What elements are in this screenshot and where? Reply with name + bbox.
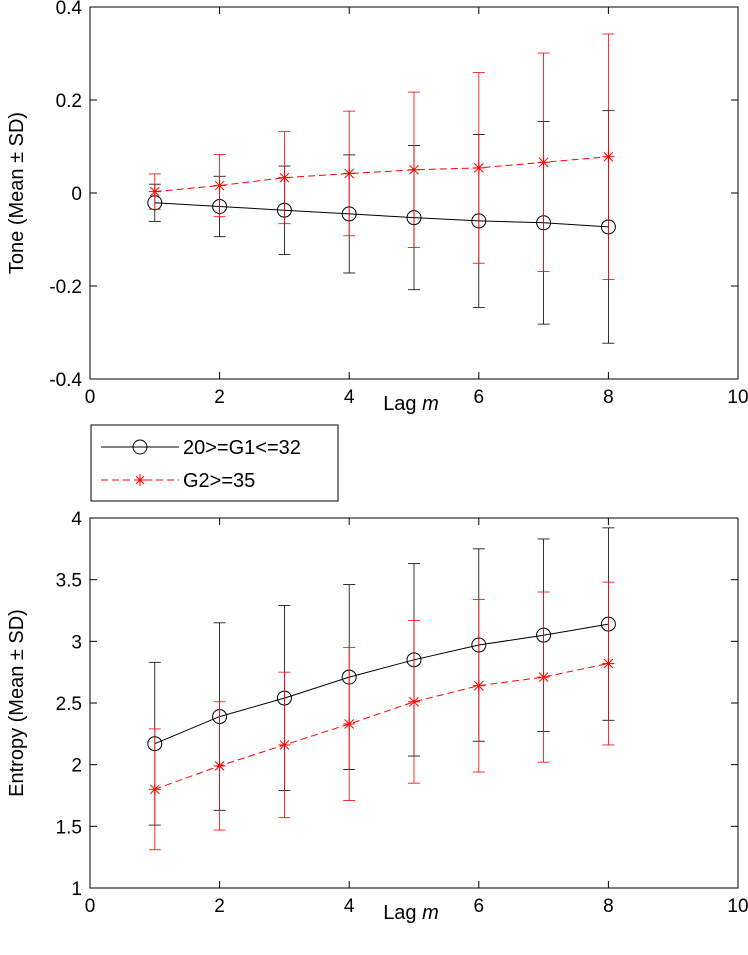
entropy-x-tick-label: 0 bbox=[85, 896, 96, 917]
tone-y-tick-label: -0.2 bbox=[49, 277, 82, 298]
entropy-y-tick-label: 3 bbox=[71, 632, 82, 653]
entropy-x-tick-label: 6 bbox=[474, 896, 485, 917]
tone-line-g1 bbox=[154, 202, 609, 228]
entropy-y-tick-label: 1.5 bbox=[56, 817, 82, 838]
tone-point-g2 bbox=[602, 150, 615, 163]
tone-y-tick-label: 0.2 bbox=[56, 91, 82, 112]
tone-x-tick-label: 6 bbox=[474, 387, 485, 408]
tone-line-g2 bbox=[154, 156, 609, 193]
tone-x-tick-label: 2 bbox=[214, 387, 225, 408]
entropy-series-g2 bbox=[148, 581, 615, 851]
tone-series-g2 bbox=[148, 33, 615, 280]
entropy-x-tick-label: 10 bbox=[727, 896, 748, 917]
entropy-point-g2 bbox=[408, 695, 420, 708]
entropy-x-tick-label: 2 bbox=[214, 896, 225, 917]
entropy-x-tick-label: 8 bbox=[603, 896, 614, 917]
tone-point-g2 bbox=[213, 179, 226, 192]
tone-y-tick-label: 0 bbox=[71, 184, 82, 205]
entropy-point-g2 bbox=[602, 657, 615, 670]
entropy-y-tick-label: 2 bbox=[71, 756, 82, 777]
tone-x-tick-label: 4 bbox=[344, 387, 355, 408]
legend-marker-star bbox=[134, 474, 146, 486]
tone-point-g2 bbox=[408, 163, 420, 176]
tone-x-tick-label: 0 bbox=[85, 387, 96, 408]
legend: 20>=G1<=32 G2>=35 bbox=[90, 424, 339, 502]
tone-y-axis-label: Tone (Mean ± SD) bbox=[6, 112, 28, 274]
entropy-y-tick-label: 1 bbox=[71, 879, 82, 900]
legend-label-g2: G2>=35 bbox=[183, 470, 255, 492]
entropy-y-axis-label: Entropy (Mean ± SD) bbox=[6, 609, 28, 797]
entropy-point-g2 bbox=[343, 717, 356, 730]
entropy-x-axis-label: Lag m bbox=[383, 902, 439, 924]
entropy-line-g1 bbox=[154, 623, 609, 745]
tone-y-tick-label: 0.4 bbox=[56, 0, 83, 19]
tone-x-tick-label: 10 bbox=[727, 387, 748, 408]
legend-box bbox=[90, 424, 339, 502]
entropy-y-tick-label: 2.5 bbox=[56, 694, 82, 715]
legend-entry-g2: G2>=35 bbox=[101, 470, 255, 492]
tone-x-tick-label: 8 bbox=[603, 387, 614, 408]
legend-entry-g1: 20>=G1<=32 bbox=[101, 437, 301, 459]
tone-x-axis-label: Lag m bbox=[383, 393, 439, 415]
tone-chart: Tone (Mean ± SD) Lag m 0 2 4 6 8 10 -0.4 -0.2 0 0… bbox=[6, 0, 748, 415]
entropy-line-g2 bbox=[154, 663, 609, 790]
entropy-chart: Entropy (Mean ± SD) Lag m 0 2 4 6 8 10 1 1.5 2 2.… bbox=[6, 509, 748, 924]
tone-point-g2 bbox=[472, 161, 485, 174]
entropy-x-tick-label: 4 bbox=[344, 896, 355, 917]
tone-y-tick-label: -0.4 bbox=[49, 370, 82, 391]
entropy-y-tick-label: 4 bbox=[71, 509, 82, 530]
entropy-y-tick-label: 3.5 bbox=[56, 571, 82, 592]
entropy-point-g2 bbox=[213, 759, 226, 772]
tone-point-g2 bbox=[537, 156, 550, 169]
legend-marker-circle bbox=[132, 439, 148, 455]
entropy-point-g2 bbox=[148, 783, 161, 796]
entropy-point-g2 bbox=[278, 738, 291, 751]
legend-label-g1: 20>=G1<=32 bbox=[183, 437, 301, 459]
entropy-point-g2 bbox=[472, 679, 485, 692]
tone-point-g2 bbox=[278, 171, 291, 184]
tone-point-g2 bbox=[148, 185, 161, 198]
tone-point-g2 bbox=[343, 167, 356, 180]
entropy-point-g2 bbox=[537, 671, 550, 684]
